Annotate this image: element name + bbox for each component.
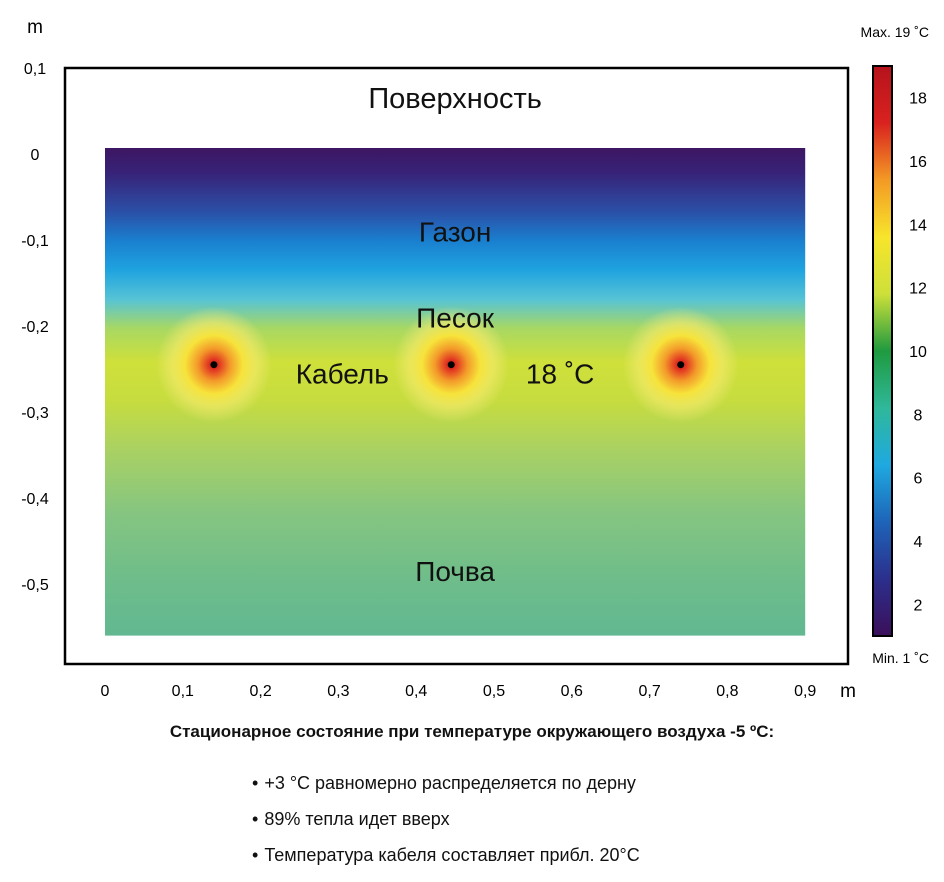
bullet-text: Температура кабеля составляет прибл. 20°… xyxy=(264,845,640,865)
x-unit-label: m xyxy=(840,681,856,702)
bullet-list: • +3 °C равномерно распределяется по дерн… xyxy=(252,772,640,880)
label-lawn: Газон xyxy=(419,216,491,247)
chart-caption: Стационарное состояние при температуре о… xyxy=(169,722,775,741)
x-tick-label: 0 xyxy=(101,683,110,700)
label-cable: Кабель xyxy=(296,358,389,389)
bullet-text: +3 °C равномерно распределяется по дерну xyxy=(264,773,636,793)
y-tick-label: 0 xyxy=(31,147,40,164)
y-axis-ticks: 0,1 0 -0,1 -0,2 -0,3 -0,4 -0,5 xyxy=(21,61,49,594)
bullet-item: • Температура кабеля составляет прибл. 20… xyxy=(252,844,640,866)
label-cable-temp: 18 ˚C xyxy=(526,358,594,389)
bullet-marker: • xyxy=(252,809,259,829)
y-tick-label: -0,1 xyxy=(21,233,49,250)
x-axis-ticks: 0 0,1 0,2 0,3 0,4 0,5 0,6 0,7 0,8 0,9 xyxy=(101,683,817,700)
colorbar-tick-label: 14 xyxy=(909,217,927,234)
x-tick-label: 0,4 xyxy=(405,683,427,700)
x-tick-label: 0,2 xyxy=(249,683,271,700)
x-tick-label: 0,9 xyxy=(794,683,816,700)
label-soil: Почва xyxy=(415,556,495,587)
bullet-item: • +3 °C равномерно распределяется по дерн… xyxy=(252,772,640,794)
cables-layer xyxy=(155,306,739,423)
label-surface: Поверхность xyxy=(368,83,542,115)
bullet-marker: • xyxy=(252,845,259,865)
y-tick-label: -0,3 xyxy=(21,405,49,422)
y-tick-label: -0,2 xyxy=(21,319,49,336)
colorbar-min-label: Min. 1 ˚C xyxy=(872,650,929,666)
x-tick-label: 0,5 xyxy=(483,683,505,700)
colorbar-tick-label: 4 xyxy=(914,534,923,551)
x-tick-label: 0,7 xyxy=(638,683,660,700)
y-tick-label: -0,5 xyxy=(21,577,49,594)
cable-3-marker xyxy=(677,361,685,369)
x-tick-label: 0,8 xyxy=(716,683,738,700)
y-tick-label: 0,1 xyxy=(24,61,46,78)
x-tick-label: 0,1 xyxy=(172,683,194,700)
label-sand: Песок xyxy=(416,302,495,333)
colorbar-max-label: Max. 19 ˚C xyxy=(861,24,929,40)
colorbar-tick-label: 2 xyxy=(914,597,923,614)
colorbar-tick-label: 18 xyxy=(909,91,927,108)
annotations-layer: Поверхность Газон Песок Кабель 18 ˚C Почва xyxy=(296,83,595,587)
colorbar-tick-label: 6 xyxy=(914,471,923,488)
cable-2-marker xyxy=(447,361,455,369)
colorbar-tick-label: 16 xyxy=(909,154,927,171)
x-tick-label: 0,3 xyxy=(327,683,349,700)
colorbar-tick-label: 10 xyxy=(909,344,927,361)
y-unit-label: m xyxy=(27,17,43,38)
y-tick-label: -0,4 xyxy=(21,491,49,508)
x-tick-label: 0,6 xyxy=(561,683,583,700)
colorbar-tick-label: 12 xyxy=(909,281,927,298)
colorbar xyxy=(872,65,893,637)
bullet-marker: • xyxy=(252,773,259,793)
colorbar-tick-label: 8 xyxy=(914,407,923,424)
bullet-text: 89% тепла идет вверх xyxy=(264,809,450,829)
cable-1-marker xyxy=(210,361,218,369)
colorbar-ticks: 18 16 14 12 10 8 6 4 2 xyxy=(909,91,927,615)
bullet-item: • 89% тепла идет вверх xyxy=(252,808,640,830)
